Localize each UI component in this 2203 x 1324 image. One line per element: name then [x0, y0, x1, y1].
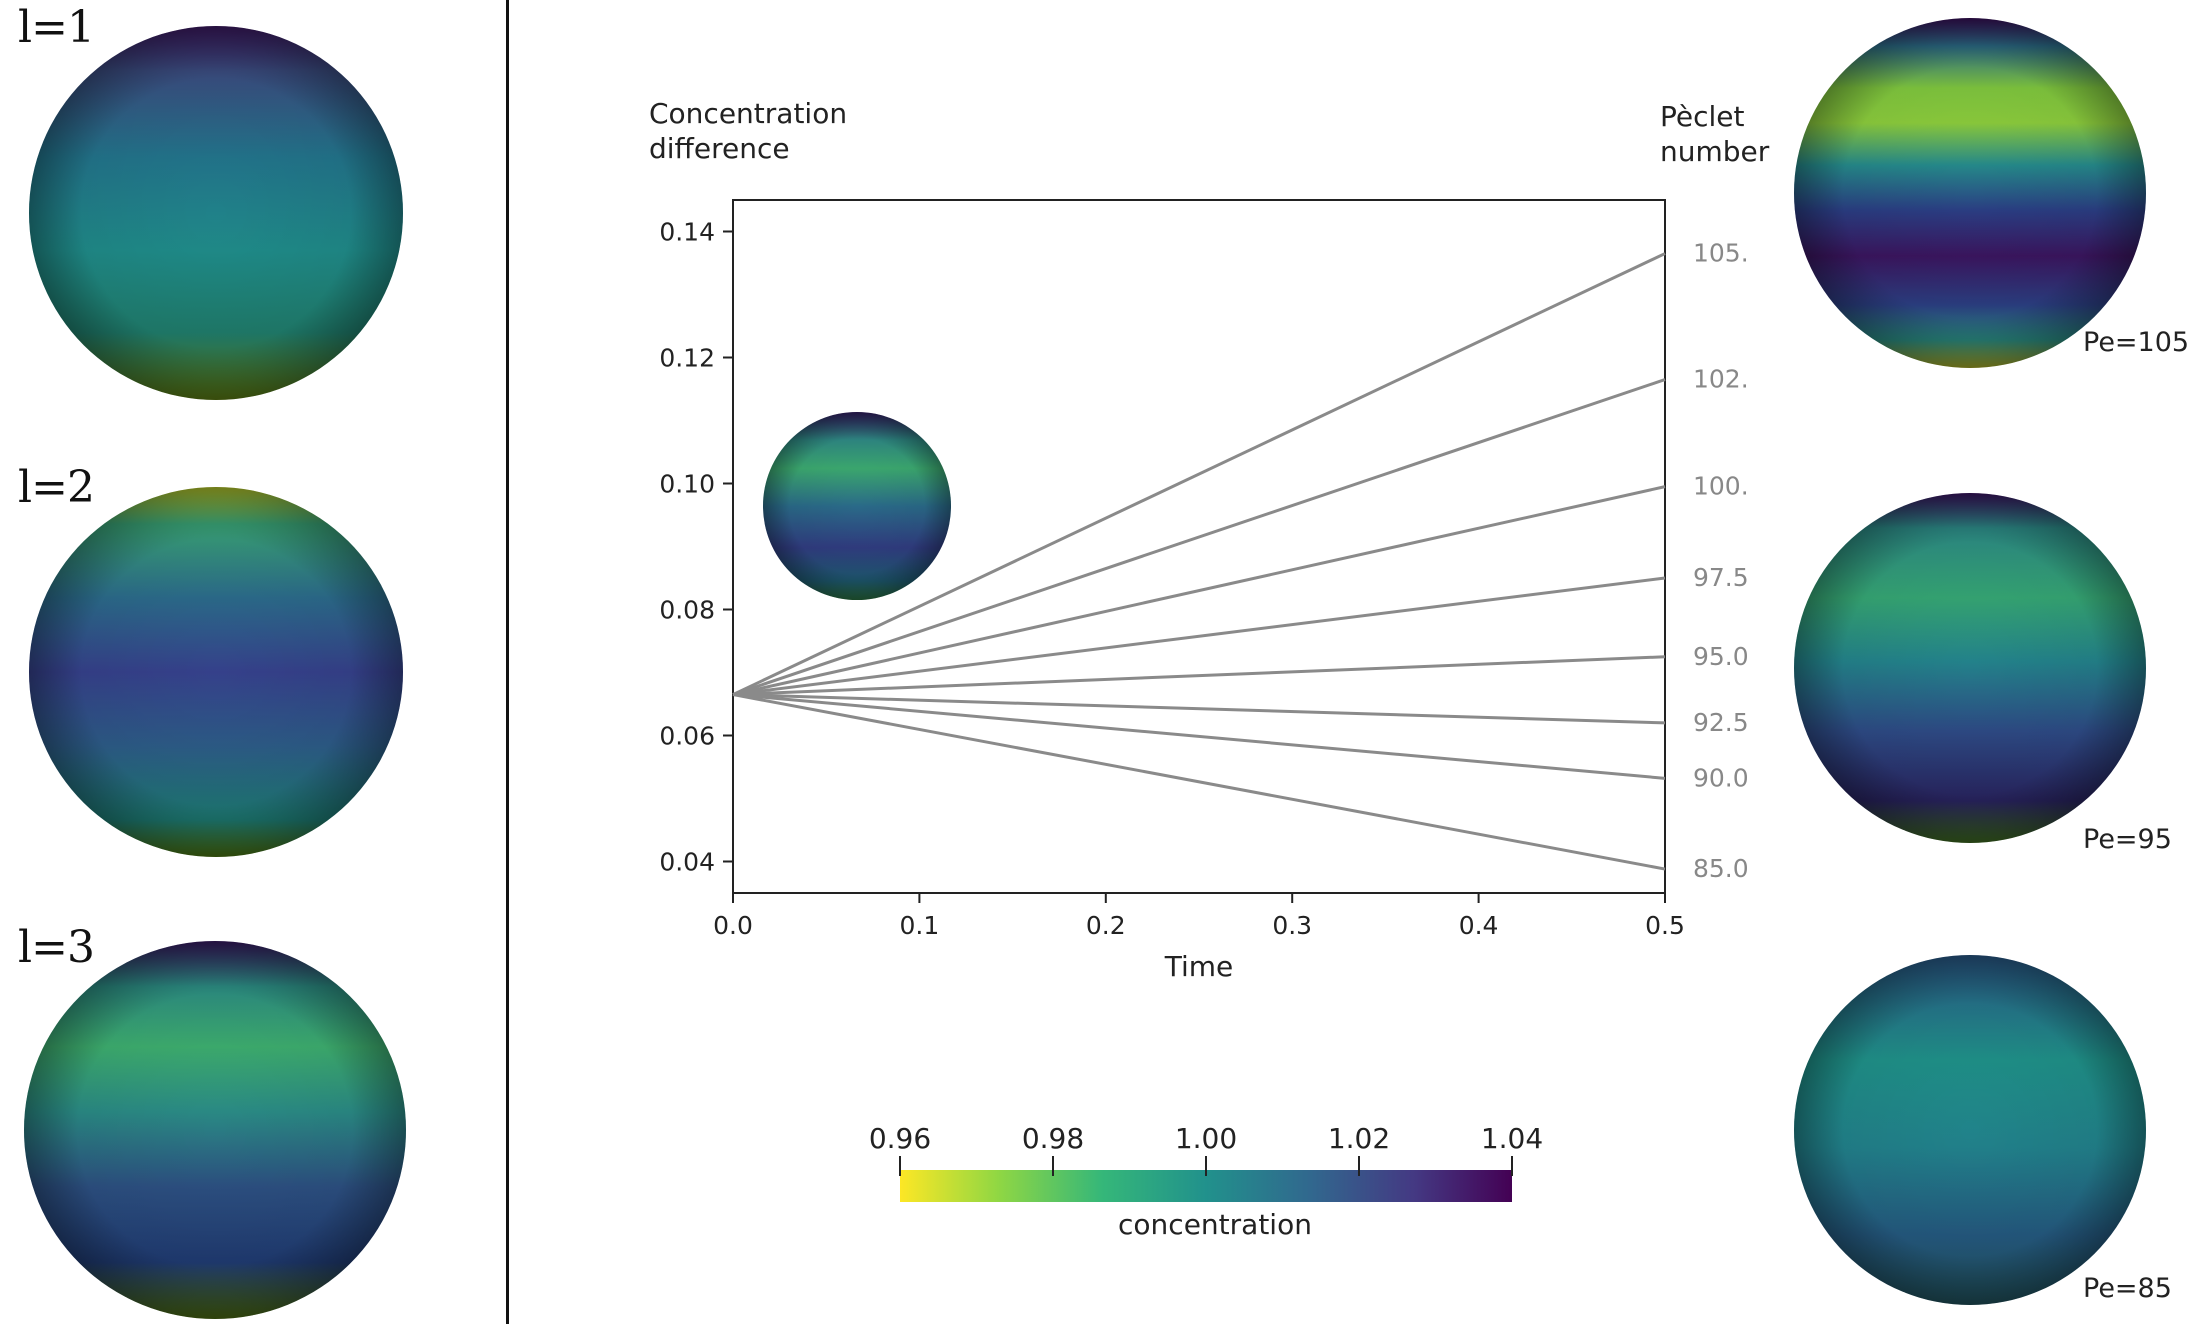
series-line-95.0	[732, 655, 1666, 697]
sphere-mode-l1	[29, 26, 403, 400]
x-tick-label: 0.2	[1086, 911, 1126, 940]
y-tick-label: 0.14	[659, 218, 715, 247]
pe-series-label: 102.	[1693, 365, 1749, 394]
series-line-100.	[732, 485, 1666, 697]
pe-series-label: 95.0	[1693, 642, 1749, 671]
colorbar: 0.96 0.98 1.00 1.02 1.04 concentration	[869, 1122, 1543, 1241]
x-tick-label: 0.1	[900, 911, 940, 940]
pe-label-95: Pe=95	[2083, 824, 2172, 855]
colorbar-tick-label: 1.02	[1328, 1122, 1390, 1155]
pe-label-85: Pe=85	[2083, 1273, 2172, 1304]
x-axis-label: Time	[1164, 950, 1234, 983]
pe-series-label: 100.	[1693, 472, 1749, 501]
pe-series-label: 85.0	[1693, 854, 1749, 883]
x-tick-label: 0.3	[1272, 911, 1312, 940]
colorbar-tick-label: 1.04	[1481, 1122, 1543, 1155]
y-tick-label: 0.04	[659, 848, 715, 877]
right-axis-title: Pèclet number	[1660, 100, 1770, 168]
series-line-102.	[732, 378, 1666, 696]
series-line-85.0	[732, 693, 1666, 871]
series-line-92.5	[732, 693, 1666, 725]
sphere-mode-l3	[24, 941, 406, 1319]
sphere-pe105	[1794, 18, 2146, 368]
sphere-pe85	[1794, 955, 2146, 1305]
mode-label-l2: l=2	[18, 462, 95, 513]
pe-series-label: 105.	[1693, 239, 1749, 268]
mode-label-l1: l=1	[18, 2, 95, 53]
y-tick-label: 0.12	[659, 344, 715, 373]
y-tick-label: 0.08	[659, 596, 715, 625]
series-line-90.0	[732, 693, 1666, 780]
x-tick-label: 0.5	[1645, 911, 1685, 940]
series-line-97.5	[732, 576, 1666, 697]
sphere-mode-l2	[29, 487, 403, 857]
plot-frame	[732, 199, 1666, 894]
pe-series-label: 92.5	[1693, 708, 1749, 737]
colorbar-tick-label: 0.98	[1022, 1122, 1084, 1155]
pe-label-105: Pe=105	[2083, 327, 2190, 358]
sphere-pe95	[1794, 493, 2146, 843]
y-axis-title: Concentration difference	[649, 97, 848, 165]
y-tick-label: 0.10	[659, 470, 715, 499]
colorbar-label: concentration	[1118, 1208, 1312, 1241]
y-tick-label: 0.06	[659, 722, 715, 751]
colorbar-tick-label: 1.00	[1175, 1122, 1237, 1155]
x-tick-label: 0.0	[713, 911, 753, 940]
inset-sphere	[763, 412, 951, 600]
pe-series-label: 90.0	[1693, 763, 1749, 792]
panel-divider	[506, 0, 509, 1324]
colorbar-tick-label: 0.96	[869, 1122, 931, 1155]
x-tick-label: 0.4	[1459, 911, 1499, 940]
concentration-chart: 0.0 0.1 0.2 0.3 0.4 0.5 0.04 0.06 0.08 0.10 0.12 0…	[659, 199, 1749, 983]
series-line-105.	[732, 252, 1666, 696]
mode-label-l3: l=3	[18, 922, 95, 973]
pe-series-label: 97.5	[1693, 563, 1749, 592]
